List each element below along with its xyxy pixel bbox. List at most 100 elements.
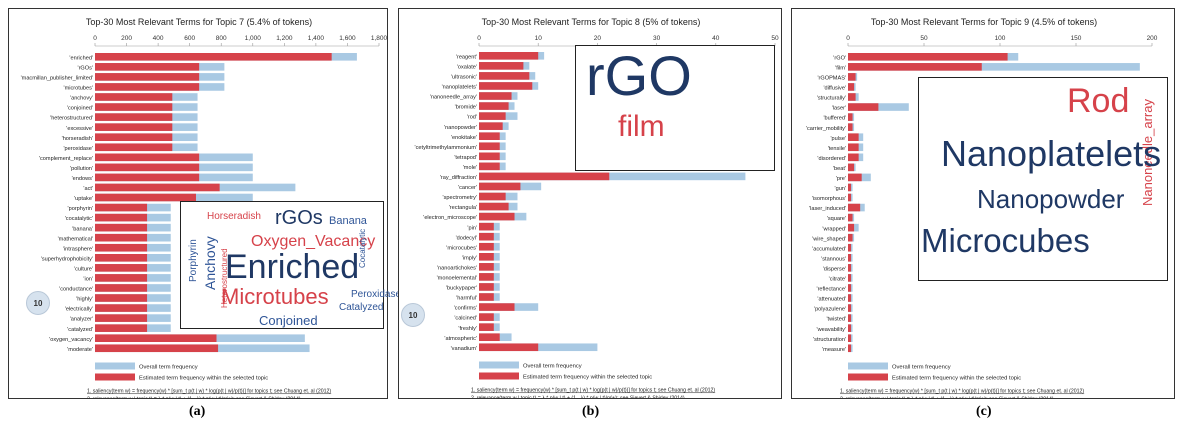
bar-estimated[interactable] bbox=[848, 243, 852, 252]
bar-estimated[interactable] bbox=[479, 253, 494, 261]
term-label[interactable]: 'diffusive' bbox=[823, 86, 846, 92]
bar-estimated[interactable] bbox=[848, 83, 855, 91]
term-label[interactable]: 'film' bbox=[835, 65, 846, 71]
term-label[interactable]: 'anchovy' bbox=[70, 96, 93, 102]
bar-estimated[interactable] bbox=[848, 133, 859, 141]
bar-estimated[interactable] bbox=[479, 92, 512, 100]
bar-estimated[interactable] bbox=[479, 343, 539, 352]
bar-estimated[interactable] bbox=[479, 232, 494, 241]
bar-estimated[interactable] bbox=[848, 63, 982, 71]
term-label[interactable]: 'measure' bbox=[822, 347, 846, 353]
bar-estimated[interactable] bbox=[848, 103, 879, 111]
term-label[interactable]: 'bromide' bbox=[455, 105, 477, 111]
bar-estimated[interactable] bbox=[479, 273, 494, 281]
term-label[interactable]: 'vanadium' bbox=[451, 346, 477, 352]
bar-estimated[interactable] bbox=[479, 172, 610, 181]
bar-estimated[interactable] bbox=[95, 163, 200, 172]
term-label[interactable]: 'accumulated' bbox=[812, 246, 846, 252]
term-label[interactable]: 'catalyzed' bbox=[67, 327, 93, 333]
bar-estimated[interactable] bbox=[848, 233, 853, 242]
lambda-badge[interactable]: 10 bbox=[26, 291, 50, 315]
term-label[interactable]: 'imply' bbox=[462, 255, 477, 261]
bar-estimated[interactable] bbox=[479, 122, 503, 130]
term-label[interactable]: 'act' bbox=[83, 186, 93, 192]
bar-estimated[interactable] bbox=[848, 274, 852, 282]
bar-estimated[interactable] bbox=[95, 213, 148, 222]
bar-estimated[interactable] bbox=[848, 163, 855, 172]
term-label[interactable]: 'nanoplatelets' bbox=[442, 85, 477, 91]
bar-estimated[interactable] bbox=[95, 83, 200, 91]
bar-estimated[interactable] bbox=[848, 93, 856, 101]
bar-estimated[interactable] bbox=[848, 73, 856, 81]
relevance-note[interactable]: 2. relevance(term w | topic t) = λ * p(w… bbox=[840, 397, 1054, 399]
term-label[interactable]: 'macmillan_publisher_limited' bbox=[21, 76, 93, 82]
bar-estimated[interactable] bbox=[95, 203, 148, 212]
bar-estimated[interactable] bbox=[848, 143, 859, 152]
term-label[interactable]: 'pollution' bbox=[70, 166, 93, 172]
term-label[interactable]: 'banana' bbox=[72, 226, 93, 232]
bar-estimated[interactable] bbox=[848, 183, 852, 192]
term-label[interactable]: 'beat' bbox=[833, 166, 846, 172]
bar-estimated[interactable] bbox=[848, 264, 852, 272]
bar-estimated[interactable] bbox=[848, 223, 855, 232]
term-label[interactable]: 'disordered' bbox=[817, 156, 846, 162]
bar-overall[interactable] bbox=[479, 343, 598, 352]
saliency-note[interactable]: 1. saliency(term w) = frequency(w) * [su… bbox=[840, 389, 1084, 395]
bar-estimated[interactable] bbox=[848, 113, 853, 121]
term-label[interactable]: 'excessive' bbox=[66, 126, 93, 132]
bar-estimated[interactable] bbox=[479, 62, 524, 70]
term-label[interactable]: 'conjoined' bbox=[67, 106, 93, 112]
bar-estimated[interactable] bbox=[479, 152, 500, 161]
bar-estimated[interactable] bbox=[95, 264, 148, 272]
bar-estimated[interactable] bbox=[95, 334, 217, 342]
term-label[interactable]: 'rGOPMAS' bbox=[817, 76, 846, 82]
bar-estimated[interactable] bbox=[848, 344, 852, 353]
bar-estimated[interactable] bbox=[95, 314, 148, 322]
bar-estimated[interactable] bbox=[95, 254, 148, 262]
term-label[interactable]: 'attenuated' bbox=[817, 297, 846, 303]
bar-estimated[interactable] bbox=[95, 284, 148, 292]
bar-estimated[interactable] bbox=[95, 223, 148, 232]
term-label[interactable]: 'electrically' bbox=[65, 307, 93, 313]
term-label[interactable]: 'culture' bbox=[74, 266, 93, 272]
term-label[interactable]: 'ray_diffraction' bbox=[440, 175, 477, 181]
saliency-note[interactable]: 1. saliency(term w) = frequency(w) * [su… bbox=[471, 388, 715, 394]
term-label[interactable]: 'endows' bbox=[72, 176, 93, 182]
term-label[interactable]: 'ultrasonic' bbox=[451, 75, 477, 81]
term-label[interactable]: 'enokitake' bbox=[451, 135, 477, 141]
bar-estimated[interactable] bbox=[95, 324, 148, 332]
bar-overall[interactable] bbox=[848, 63, 1140, 71]
bar-estimated[interactable] bbox=[479, 202, 509, 211]
term-label[interactable]: 'oxygen_vacancy' bbox=[49, 337, 93, 343]
bar-estimated[interactable] bbox=[479, 313, 494, 321]
term-label[interactable]: 'reagent' bbox=[456, 54, 477, 60]
term-label[interactable]: 'calcined' bbox=[454, 316, 477, 322]
term-label[interactable]: 'pin' bbox=[467, 225, 477, 231]
bar-estimated[interactable] bbox=[95, 294, 148, 302]
term-label[interactable]: 'structuration' bbox=[813, 337, 846, 343]
bar-estimated[interactable] bbox=[95, 53, 332, 61]
term-label[interactable]: 'pulse' bbox=[830, 136, 846, 142]
term-label[interactable]: 'reflectance' bbox=[817, 287, 847, 293]
term-label[interactable]: 'rod' bbox=[467, 115, 477, 121]
term-label[interactable]: 'oxalate' bbox=[457, 64, 477, 70]
bar-estimated[interactable] bbox=[95, 63, 200, 71]
term-label[interactable]: 'superhydrophobicity' bbox=[41, 256, 93, 262]
bar-estimated[interactable] bbox=[479, 52, 539, 60]
bar-estimated[interactable] bbox=[479, 112, 506, 120]
bar-estimated[interactable] bbox=[479, 263, 494, 271]
term-label[interactable]: 'spectrometry' bbox=[443, 195, 477, 201]
term-label[interactable]: 'pre' bbox=[836, 176, 846, 182]
bar-estimated[interactable] bbox=[479, 283, 494, 291]
bar-estimated[interactable] bbox=[848, 53, 1008, 61]
bar-estimated[interactable] bbox=[95, 274, 148, 282]
term-label[interactable]: 'electron_microscope' bbox=[423, 215, 477, 221]
term-label[interactable]: 'nanopowder' bbox=[444, 125, 477, 131]
bar-estimated[interactable] bbox=[479, 102, 509, 110]
bar-estimated[interactable] bbox=[95, 153, 200, 162]
bar-estimated[interactable] bbox=[848, 153, 859, 162]
term-label[interactable]: 'microtubes' bbox=[64, 86, 94, 92]
bar-estimated[interactable] bbox=[848, 213, 853, 222]
bar-estimated[interactable] bbox=[95, 344, 219, 353]
bar-estimated[interactable] bbox=[479, 72, 530, 80]
